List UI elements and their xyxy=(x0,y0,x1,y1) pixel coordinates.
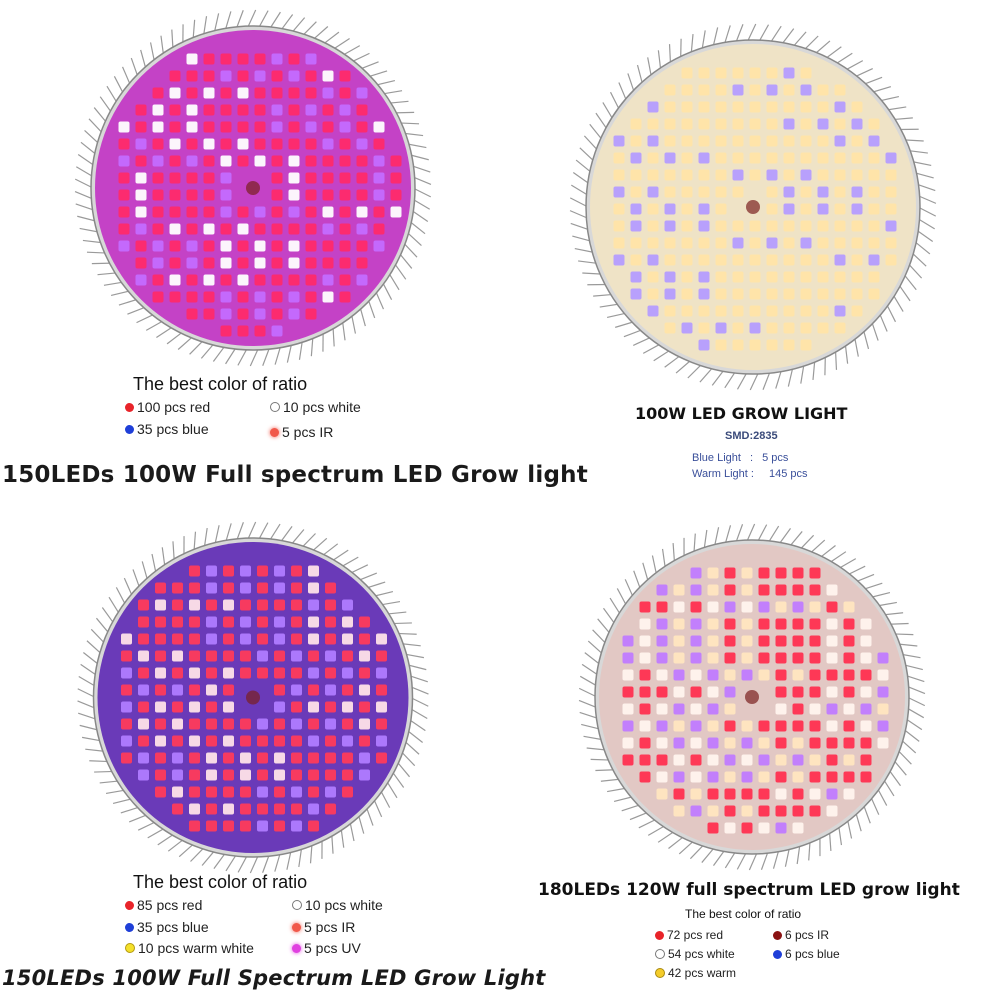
ratio-title: The best color of ratio xyxy=(133,374,308,394)
legend-item-ir: 5 pcs IR xyxy=(270,424,333,440)
ratio-title: The best color of ratio xyxy=(685,907,802,921)
led-lamp-image xyxy=(562,522,942,872)
legend-item-warm: 42 pcs warm xyxy=(655,966,736,980)
center-wire xyxy=(246,181,260,195)
panel-top-left: The best color of ratio 100 pcs red 10 p… xyxy=(0,0,588,500)
legend-text: 72 pcs red xyxy=(667,928,724,942)
product-heading: 100W LED GROW LIGHT xyxy=(635,404,848,423)
legend-item-uv: 5 pcs UV xyxy=(292,940,361,956)
red-dot-icon xyxy=(655,930,664,940)
heatsink-fins xyxy=(77,521,429,874)
legend-text: 100 pcs red xyxy=(137,399,211,415)
panel-bottom-right: 180LEDs 120W full spectrum LED grow ligh… xyxy=(500,500,1000,1000)
legend-text: 6 pcs blue xyxy=(785,947,840,961)
legend-text: 10 pcs warm white xyxy=(138,940,254,956)
white-dot-icon xyxy=(270,402,280,412)
legend-text: 42 pcs warm xyxy=(668,966,737,980)
red-dot-icon xyxy=(125,402,134,412)
led-array xyxy=(613,67,897,351)
ir-dot-icon xyxy=(270,427,279,437)
legend-text: 10 pcs white xyxy=(283,399,361,415)
ir-dot-icon xyxy=(773,930,782,940)
spec-sep: : xyxy=(750,452,754,464)
legend-text: 35 pcs blue xyxy=(137,421,209,437)
red-dot-icon xyxy=(125,900,134,910)
blue-dot-icon xyxy=(125,424,134,434)
legend-item-blue: 35 pcs blue xyxy=(125,919,209,935)
ratio-title: The best color of ratio xyxy=(133,872,308,892)
panel-bottom-left: The best color of ratio 85 pcs red 10 pc… xyxy=(0,500,545,1000)
uv-dot-icon xyxy=(292,943,301,953)
lamp-svg-tl xyxy=(74,9,432,367)
lamp-svg-bl xyxy=(77,521,429,874)
legend-item-white: 54 pcs white xyxy=(655,947,735,961)
ir-dot-icon xyxy=(292,922,301,932)
heatsink-fins xyxy=(74,9,432,367)
spec-sep: : xyxy=(750,468,754,480)
center-wire xyxy=(746,200,760,214)
spec-row-warm: Warm Light : 145 pcs xyxy=(692,468,808,480)
led-array xyxy=(118,53,402,337)
product-title: 150LEDs 100W Full Spectrum LED Grow Ligh… xyxy=(2,966,546,990)
legend-item-ir: 6 pcs IR xyxy=(773,928,829,942)
center-wire xyxy=(246,690,260,705)
heatsink-fins xyxy=(578,523,926,871)
panel-top-right: 100W LED GROW LIGHT SMD:2835 Blue Light … xyxy=(500,0,1000,500)
legend-text: 10 pcs white xyxy=(305,897,383,913)
legend-text: 6 pcs IR xyxy=(785,928,830,942)
led-lamp-image xyxy=(58,520,448,875)
blue-dot-icon xyxy=(125,922,134,932)
center-wire xyxy=(745,690,759,704)
led-array xyxy=(622,567,889,834)
legend-text: 35 pcs blue xyxy=(137,919,209,935)
legend-item-blue: 6 pcs blue xyxy=(773,947,840,961)
legend-text: 5 pcs IR xyxy=(304,919,356,935)
led-lamp-image xyxy=(58,8,448,368)
white-dot-icon xyxy=(292,900,302,910)
legend-item-red: 100 pcs red xyxy=(125,399,210,415)
white-dot-icon xyxy=(655,949,665,959)
product-title: 180LEDs 120W full spectrum LED grow ligh… xyxy=(538,880,960,900)
led-array xyxy=(121,565,387,832)
yellow-dot-icon xyxy=(125,943,135,953)
heatsink-fins xyxy=(569,23,937,391)
spec-value: 5 pcs xyxy=(762,452,789,464)
smd-label: SMD:2835 xyxy=(725,430,778,442)
yellow-dot-icon xyxy=(655,968,665,978)
legend-item-white: 10 pcs white xyxy=(292,897,383,913)
blue-dot-icon xyxy=(773,949,782,959)
spec-value: 145 pcs xyxy=(769,468,808,480)
legend-text: 54 pcs white xyxy=(668,947,735,961)
legend-item-red: 72 pcs red xyxy=(655,928,723,942)
legend-text: 85 pcs red xyxy=(137,897,203,913)
legend-item-white: 10 pcs white xyxy=(270,399,361,415)
legend-text: 5 pcs UV xyxy=(304,940,361,956)
legend-item-red: 85 pcs red xyxy=(125,897,202,913)
spec-row-blue: Blue Light : 5 pcs xyxy=(692,452,788,464)
led-lamp-image xyxy=(558,22,948,392)
spec-label: Warm Light xyxy=(692,468,748,480)
legend-text: 5 pcs IR xyxy=(282,424,334,440)
legend-item-warm-white: 10 pcs warm white xyxy=(125,940,254,956)
product-title: 150LEDs 100W Full spectrum LED Grow ligh… xyxy=(2,462,588,488)
legend-item-blue: 35 pcs blue xyxy=(125,421,209,437)
legend-item-ir: 5 pcs IR xyxy=(292,919,355,935)
spec-label: Blue Light xyxy=(692,452,741,464)
lamp-svg-br xyxy=(578,523,926,871)
lamp-svg-tr xyxy=(569,23,937,391)
